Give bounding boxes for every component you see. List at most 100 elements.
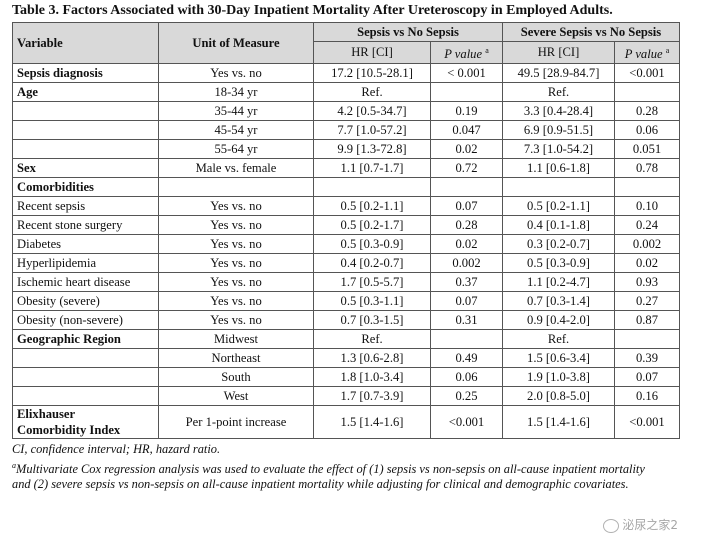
table-row: Northeast 1.3 [0.6-2.8] 0.49 1.5 [0.6-3.4] 0… (12, 348, 681, 369)
cell-hr-1: 1.5 [1.4-1.6] (313, 405, 431, 440)
cell-unit: Yes vs. no (158, 234, 314, 255)
cell-p-2: 0.06 (613, 120, 681, 141)
table-header: Variable Unit of Measure Sepsis vs No Se… (12, 21, 681, 65)
table-body-last: Elixhauser Comorbidity Index Per 1-point … (12, 405, 681, 440)
cell-unit (158, 177, 314, 198)
cell-hr-2: 6.9 [0.9-51.5] (502, 120, 615, 141)
cell-p-1: 0.25 (430, 386, 503, 407)
cell-p-1: 0.047 (430, 120, 503, 141)
cell-p-2: <0.001 (613, 63, 681, 84)
table-row: Sepsis diagnosis Yes vs. no 17.2 [10.5-28.… (12, 63, 681, 84)
cell-hr-1: 0.5 [0.2-1.7] (313, 215, 431, 236)
cell-hr-1: Ref. (313, 329, 431, 350)
table-row: Diabetes Yes vs. no 0.5 [0.3-0.9] 0.02 0.3 [… (12, 234, 681, 255)
cell-p-1 (430, 177, 503, 198)
cell-hr-1: 1.8 [1.0-3.4] (313, 367, 431, 388)
cell-p-1: 0.72 (430, 158, 503, 179)
cell-hr-2: 3.3 [0.4-28.4] (502, 101, 615, 122)
cell-unit: Yes vs. no (158, 310, 314, 331)
cell-unit: 35-44 yr (158, 101, 314, 122)
cell-p-2: 0.78 (613, 158, 681, 179)
cell-variable (12, 348, 159, 369)
header-hr-1: HR [CI] (313, 40, 431, 65)
cell-hr-2: 1.1 [0.2-4.7] (502, 272, 615, 293)
cell-p-1 (430, 329, 503, 350)
table-row: Age 18-34 yr Ref. Ref. (12, 82, 681, 103)
watermark: 泌尿之家2 (603, 516, 678, 533)
header-pvalue-2: P value a (613, 40, 681, 65)
cell-p-2: 0.02 (613, 253, 681, 274)
cell-p-1: < 0.001 (430, 63, 503, 84)
cell-p-2 (613, 177, 681, 198)
cell-hr-1: 1.7 [0.5-5.7] (313, 272, 431, 293)
cell-hr-2: 2.0 [0.8-5.0] (502, 386, 615, 407)
footnotes: CI, confidence interval; HR, hazard rati… (12, 442, 652, 493)
cell-hr-1: 1.1 [0.7-1.7] (313, 158, 431, 179)
header-variable: Variable (12, 21, 159, 65)
cell-hr-2: 49.5 [28.9-84.7] (502, 63, 615, 84)
cell-hr-1: 1.7 [0.7-3.9] (313, 386, 431, 407)
table-row: Sex Male vs. female 1.1 [0.7-1.7] 0.72 1.1 [… (12, 158, 681, 179)
cell-unit: Northeast (158, 348, 314, 369)
cell-unit: Midwest (158, 329, 314, 350)
cell-p-2: 0.87 (613, 310, 681, 331)
footnote-abbreviations: CI, confidence interval; HR, hazard rati… (12, 442, 221, 457)
cell-unit: Yes vs. no (158, 291, 314, 312)
cell-variable: Recent sepsis (12, 196, 159, 217)
table-row: West 1.7 [0.7-3.9] 0.25 2.0 [0.8-5.0] 0.16 (12, 386, 681, 407)
cell-variable: Sepsis diagnosis (12, 63, 159, 84)
cell-hr-1: 17.2 [10.5-28.1] (313, 63, 431, 84)
cell-unit: 45-54 yr (158, 120, 314, 141)
table-row: Recent sepsis Yes vs. no 0.5 [0.2-1.1] 0.07… (12, 196, 681, 217)
cell-hr-1: 7.7 [1.0-57.2] (313, 120, 431, 141)
cell-unit: Per 1-point increase (158, 405, 314, 440)
cell-hr-1: 9.9 [1.3-72.8] (313, 139, 431, 160)
cell-hr-1: 0.5 [0.3-0.9] (313, 234, 431, 255)
cell-unit: South (158, 367, 314, 388)
header-unit: Unit of Measure (158, 21, 314, 65)
cell-unit: Yes vs. no (158, 253, 314, 274)
cell-hr-2: 0.7 [0.3-1.4] (502, 291, 615, 312)
cell-hr-2 (502, 177, 615, 198)
cell-variable: Comorbidities (12, 177, 159, 198)
cell-variable (12, 120, 159, 141)
cell-hr-2: 1.5 [1.4-1.6] (502, 405, 615, 440)
table-row: Obesity (non-severe) Yes vs. no 0.7 [0.3-1… (12, 310, 681, 331)
cell-hr-1: 0.4 [0.2-0.7] (313, 253, 431, 274)
table-row: Recent stone surgery Yes vs. no 0.5 [0.2-1… (12, 215, 681, 236)
table-row: Hyperlipidemia Yes vs. no 0.4 [0.2-0.7] 0.0… (12, 253, 681, 274)
cell-p-1: 0.07 (430, 291, 503, 312)
cell-p-2: 0.051 (613, 139, 681, 160)
table-row: South 1.8 [1.0-3.4] 0.06 1.9 [1.0-3.8] 0.07 (12, 367, 681, 388)
cell-p-2 (613, 82, 681, 103)
table-row: Elixhauser Comorbidity Index Per 1-point … (12, 405, 681, 440)
table-row: 35-44 yr 4.2 [0.5-34.7] 0.19 3.3 [0.4-28.4]… (12, 101, 681, 122)
cell-hr-2: 1.1 [0.6-1.8] (502, 158, 615, 179)
table-row: Obesity (severe) Yes vs. no 0.5 [0.3-1.1] 0… (12, 291, 681, 312)
cell-p-1: 0.37 (430, 272, 503, 293)
table-row: 45-54 yr 7.7 [1.0-57.2] 0.047 6.9 [0.9-51.5… (12, 120, 681, 141)
cell-p-1: 0.06 (430, 367, 503, 388)
cell-unit: 55-64 yr (158, 139, 314, 160)
cell-p-2 (613, 329, 681, 350)
cell-hr-2: 0.9 [0.4-2.0] (502, 310, 615, 331)
header-severe-sepsis-group: Severe Sepsis vs No Sepsis (501, 22, 681, 42)
header-hr-2: HR [CI] (502, 40, 615, 65)
cell-hr-1: 0.5 [0.2-1.1] (313, 196, 431, 217)
cell-variable (12, 101, 159, 122)
document: Table 3. Factors Associated with 30-Day … (12, 2, 688, 493)
cell-hr-2: 1.9 [1.0-3.8] (502, 367, 615, 388)
cell-p-1 (430, 82, 503, 103)
table-body: Sepsis diagnosis Yes vs. no 17.2 [10.5-28.… (12, 63, 681, 407)
table-row: Geographic Region Midwest Ref. Ref. (12, 329, 681, 350)
cell-variable: Diabetes (12, 234, 159, 255)
cell-p-2: 0.39 (613, 348, 681, 369)
cell-hr-2: 1.5 [0.6-3.4] (502, 348, 615, 369)
cell-hr-1: 4.2 [0.5-34.7] (313, 101, 431, 122)
cell-unit: Male vs. female (158, 158, 314, 179)
header-sepsis-group: Sepsis vs No Sepsis (313, 22, 503, 42)
cell-p-2: 0.002 (613, 234, 681, 255)
cell-p-2: 0.07 (613, 367, 681, 388)
cell-hr-1: 0.5 [0.3-1.1] (313, 291, 431, 312)
cell-hr-2: 0.4 [0.1-1.8] (502, 215, 615, 236)
